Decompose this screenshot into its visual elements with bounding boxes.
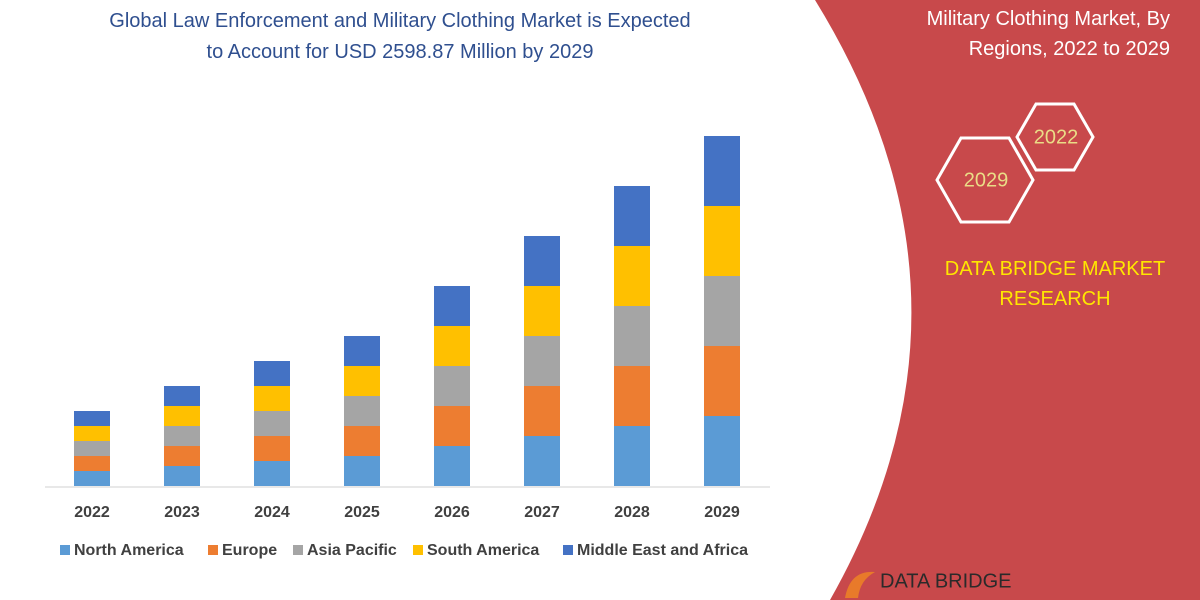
bar-segment xyxy=(434,406,470,446)
legend-swatch xyxy=(60,545,70,555)
legend-label: Europe xyxy=(222,542,277,559)
bar-segment xyxy=(344,396,380,426)
chart-title: Global Law Enforcement and Military Clot… xyxy=(109,10,691,63)
bar-segment xyxy=(164,406,200,426)
bar-segment xyxy=(614,246,650,306)
bar-segment xyxy=(614,366,650,426)
bar-segment xyxy=(524,386,560,436)
legend-swatch xyxy=(208,545,218,555)
bar-segment xyxy=(74,471,110,486)
x-tick-label: 2026 xyxy=(434,504,470,521)
bar-segment xyxy=(614,186,650,246)
bar-segment xyxy=(74,411,110,426)
bar-segment xyxy=(254,411,290,436)
legend-label: South America xyxy=(427,542,539,559)
bar-segment xyxy=(524,436,560,486)
bar-segment xyxy=(344,426,380,456)
x-tick-label: 2022 xyxy=(74,504,110,521)
bar-segment xyxy=(434,326,470,366)
bar-segment xyxy=(434,446,470,486)
hexagon-label: 2029 xyxy=(964,169,1009,191)
bar-segment xyxy=(254,386,290,411)
bar-segment xyxy=(434,286,470,326)
bar-segment xyxy=(164,466,200,486)
bar-segment xyxy=(74,426,110,441)
x-tick-label: 2024 xyxy=(254,504,290,521)
x-tick-label: 2029 xyxy=(704,504,740,521)
bar-segment xyxy=(434,366,470,406)
logo-mark xyxy=(845,571,875,598)
bar-segment xyxy=(344,366,380,396)
bar-segment xyxy=(704,206,740,276)
bar-segment xyxy=(254,436,290,461)
bar-segment xyxy=(254,461,290,486)
bar-segment xyxy=(74,456,110,471)
bar-segment xyxy=(164,426,200,446)
bar-segment xyxy=(614,306,650,366)
legend-swatch xyxy=(293,545,303,555)
panel-title: Military Clothing Market, By Regions, 20… xyxy=(926,8,1170,60)
x-tick-label: 2027 xyxy=(524,504,560,521)
bar-segment xyxy=(74,441,110,456)
legend-swatch xyxy=(563,545,573,555)
hexagon xyxy=(935,136,1035,224)
legend-label: North America xyxy=(74,542,184,559)
bar-segment xyxy=(164,386,200,406)
bar-segment xyxy=(164,446,200,466)
x-tick-label: 2023 xyxy=(164,504,200,521)
bar-segment xyxy=(704,276,740,346)
bar-segment xyxy=(524,236,560,286)
bar-segment xyxy=(614,426,650,486)
bar-segment xyxy=(704,136,740,206)
bar-segment xyxy=(704,416,740,486)
hexagon xyxy=(1015,102,1095,172)
x-tick-label: 2028 xyxy=(614,504,650,521)
logo-text: DATA BRIDGE xyxy=(880,570,1012,592)
x-tick-label: 2025 xyxy=(344,504,380,521)
bar-segment xyxy=(524,336,560,386)
legend-label: Middle East and Africa xyxy=(577,542,748,559)
brand: DATA BRIDGE MARKET RESEARCH xyxy=(944,258,1166,310)
legend-swatch xyxy=(413,545,423,555)
hexagon-label: 2022 xyxy=(1034,126,1079,148)
bar-segment xyxy=(704,346,740,416)
bar-segment xyxy=(344,336,380,366)
bar-segment xyxy=(344,456,380,486)
bar-segment xyxy=(254,361,290,386)
legend-label: Asia Pacific xyxy=(307,542,397,559)
side-panel xyxy=(815,0,1200,600)
bar-segment xyxy=(524,286,560,336)
